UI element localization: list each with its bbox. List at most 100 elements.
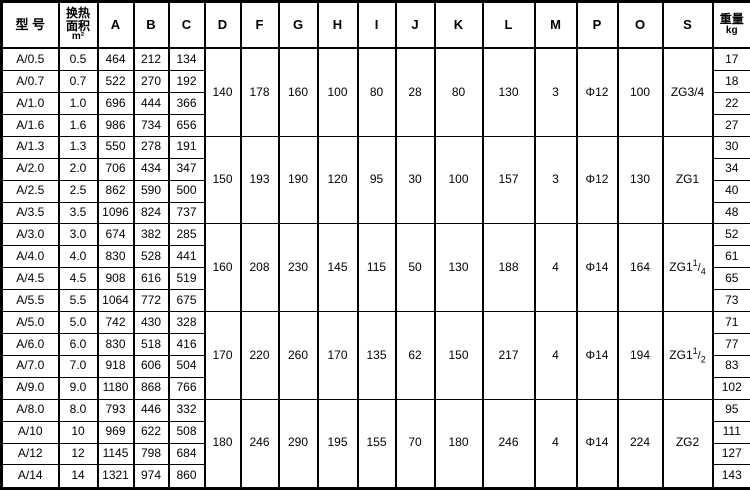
table-row: A/10 10 969 622 508 111 [0, 420, 750, 444]
cell-i: 135 [356, 311, 397, 400]
table-row: A/14 14 1321 974 860 143 [0, 464, 750, 489]
cell-area: 8.0 [57, 398, 99, 422]
header-label: H [332, 16, 343, 32]
cell-c: 134 [167, 47, 206, 72]
cell-c: 508 [167, 420, 206, 444]
cell-c: 737 [167, 201, 206, 225]
cell-model: A/3.5 [0, 201, 60, 225]
col-header-h: H [316, 1, 359, 49]
cell-a: 706 [96, 157, 135, 181]
cell-model: A/4.5 [0, 267, 60, 291]
header-line: 换热 [65, 6, 90, 21]
cell-h: 195 [316, 398, 359, 490]
cell-g: 290 [277, 398, 319, 490]
cell-model: A/1.6 [0, 113, 60, 137]
cell-o: 194 [616, 311, 664, 400]
cell-weight: 27 [711, 113, 750, 137]
cell-b: 868 [132, 376, 170, 400]
cell-i: 115 [356, 223, 397, 313]
cell-m: 4 [533, 398, 578, 490]
cell-d: 140 [203, 47, 242, 137]
cell-b: 590 [132, 179, 170, 203]
cell-area: 3.0 [57, 223, 99, 247]
col-header-b: B [132, 1, 170, 49]
cell-area: 7.0 [57, 354, 99, 378]
cell-j: 50 [394, 223, 436, 313]
cell-d: 160 [203, 223, 242, 313]
cell-weight: 61 [711, 245, 750, 269]
thread-size-base: ZG1 [669, 347, 693, 362]
table-row: A/0.5 0.5 464 212 134 140 178 160 100 80 28 80 130 3 Φ… [0, 47, 750, 137]
header-label: M [550, 16, 561, 32]
cell-a: 862 [96, 179, 135, 203]
cell-b: 518 [132, 333, 170, 356]
cell-a: 908 [96, 267, 135, 291]
header-unit: m² [71, 31, 85, 43]
cell-b: 382 [132, 223, 170, 247]
cell-a: 550 [96, 135, 135, 159]
col-header-l: L [481, 1, 536, 49]
cell-h: 145 [316, 223, 359, 313]
cell-m: 4 [533, 223, 578, 313]
cell-model: A/4.0 [0, 245, 60, 269]
cell-p: Φ14 [575, 311, 619, 400]
cell-k: 180 [433, 398, 484, 490]
cell-g: 230 [277, 223, 319, 313]
cell-b: 622 [132, 420, 170, 444]
cell-area: 1.3 [57, 135, 99, 159]
cell-a: 1064 [96, 289, 135, 313]
cell-weight: 83 [711, 354, 750, 378]
thread-size-numerator: 1 [692, 257, 698, 268]
cell-f: 220 [239, 311, 280, 400]
cell-area: 14 [57, 464, 99, 489]
cell-a: 742 [96, 311, 135, 335]
cell-weight: 73 [711, 289, 750, 313]
cell-b: 278 [132, 135, 170, 159]
col-header-c: C [167, 1, 206, 49]
table-row: A/7.0 7.0 918 606 504 83 [0, 354, 750, 378]
header-row: 型 号换热 面积 m² A B C D F G H I J K L M P O S 重量 kg [0, 1, 750, 49]
cell-area: 2.5 [57, 179, 99, 203]
header-label: K [453, 16, 464, 32]
col-header-model: 型 号 [0, 1, 60, 49]
cell-j: 28 [394, 47, 436, 137]
cell-c: 366 [167, 92, 206, 115]
thread-size-denominator: 4 [700, 266, 706, 277]
cell-b: 606 [132, 354, 170, 378]
header-label: G [292, 16, 304, 32]
header-label: J [411, 16, 419, 32]
cell-m: 4 [533, 311, 578, 400]
cell-b: 798 [132, 442, 170, 466]
cell-i: 80 [356, 47, 397, 137]
header-label: L [504, 16, 513, 32]
col-header-i: I [356, 1, 397, 49]
cell-model: A/14 [0, 464, 60, 489]
cell-a: 696 [96, 92, 135, 115]
cell-s: ZG3/4 [661, 47, 714, 137]
cell-weight: 95 [711, 398, 750, 422]
cell-weight: 34 [711, 157, 750, 181]
header-label: A [110, 16, 121, 32]
cell-c: 285 [167, 223, 206, 247]
cell-area: 10 [57, 420, 99, 444]
header-label: B [146, 16, 156, 32]
cell-b: 528 [132, 245, 170, 269]
cell-a: 1321 [96, 464, 135, 489]
cell-m: 3 [533, 135, 578, 225]
header-label: O [634, 16, 646, 32]
cell-c: 504 [167, 354, 206, 378]
cell-g: 160 [277, 47, 319, 137]
cell-weight: 102 [711, 376, 750, 400]
header-unit: kg [725, 25, 738, 37]
cell-b: 446 [132, 398, 170, 422]
cell-model: A/5.0 [0, 311, 60, 335]
cell-c: 441 [167, 245, 206, 269]
cell-weight: 30 [711, 135, 750, 159]
cell-area: 1.6 [57, 113, 99, 137]
cell-weight: 22 [711, 92, 750, 115]
table-row: A/2.5 2.5 862 590 500 40 [0, 179, 750, 203]
cell-a: 674 [96, 223, 135, 247]
cell-model: A/2.5 [0, 179, 60, 203]
